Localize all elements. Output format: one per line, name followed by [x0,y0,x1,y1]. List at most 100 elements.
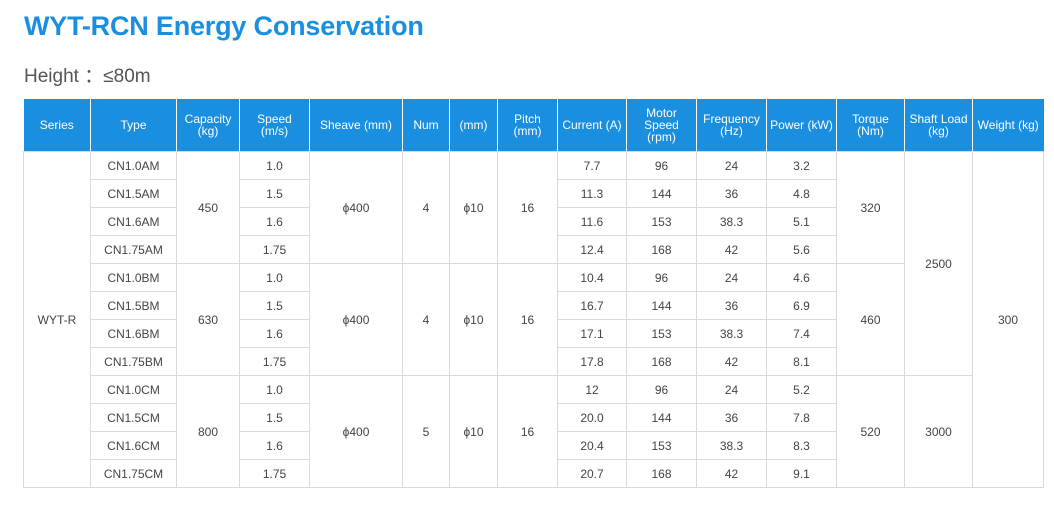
table-row: CN1.5AM 1.5 11.3 144 36 4.8 [24,179,1044,208]
table-row: CN1.75AM 1.75 12.4 168 42 5.6 [24,235,1044,264]
power-cell: 8.1 [766,347,837,376]
header-row: Series Type Capacity (kg) Speed (m/s) Shea… [23,99,1044,152]
type-cell: CN1.6AM [90,207,177,236]
rpm-cell: 96 [626,375,697,404]
header-num: Num [402,99,450,152]
type-cell: CN1.75CM [90,459,177,488]
type-cell: CN1.5CM [90,403,177,432]
header-capacity: Capacity (kg) [176,99,240,152]
speed-cell: 1.0 [239,151,310,180]
rpm-cell: 144 [626,403,697,432]
sheave-cell: ϕ400 [309,375,403,488]
current-cell: 17.8 [557,347,627,376]
type-cell: CN1.0CM [90,375,177,404]
power-cell: 6.9 [766,291,837,320]
header-rope-mm: (mm) [449,99,498,152]
torque-cell: 320 [836,151,905,264]
table-row: CN1.5CM 1.5 20.0 144 36 7.8 [24,403,1044,432]
power-cell: 5.1 [766,207,837,236]
table-row: CN1.75BM 1.75 17.8 168 42 8.1 [24,347,1044,376]
header-shaft-load: Shaft Load (kg) [904,99,973,152]
shaft-load-cell: 2500 [904,151,973,376]
frequency-cell: 38.3 [696,207,767,236]
rpm-cell: 168 [626,347,697,376]
sheave-cell: ϕ400 [309,151,403,264]
rpm-cell: 144 [626,291,697,320]
rope-cell: ϕ10 [449,263,498,376]
capacity-cell: 630 [176,263,240,376]
frequency-cell: 42 [696,347,767,376]
rpm-cell: 168 [626,459,697,488]
current-cell: 20.0 [557,403,627,432]
table-row: CN1.6AM 1.6 11.6 153 38.3 5.1 [24,207,1044,236]
current-cell: 16.7 [557,291,627,320]
speed-cell: 1.6 [239,207,310,236]
speed-cell: 1.75 [239,347,310,376]
frequency-cell: 24 [696,151,767,180]
rpm-cell: 153 [626,207,697,236]
table-row: CN1.6BM 1.6 17.1 153 38.3 7.4 [24,319,1044,348]
header-pitch: Pitch (mm) [497,99,558,152]
header-current: Current (A) [557,99,627,152]
page-title: WYT-RCN Energy Conservation [24,11,424,41]
type-cell: CN1.6CM [90,431,177,460]
type-cell: CN1.0BM [90,263,177,292]
current-cell: 10.4 [557,263,627,292]
type-cell: CN1.5BM [90,291,177,320]
header-frequency: Frequency (Hz) [696,99,767,152]
current-cell: 20.7 [557,459,627,488]
header-power: Power (kW) [766,99,837,152]
frequency-cell: 42 [696,235,767,264]
table-row: CN1.0BM 630 1.0 ϕ400 4 ϕ10 16 10.4 96 24… [24,263,1044,376]
table-row: CN1.5BM 1.5 16.7 144 36 6.9 [24,291,1044,320]
rope-cell: ϕ10 [449,151,498,264]
speed-cell: 1.6 [239,319,310,348]
power-cell: 5.2 [766,375,837,404]
table-row: WYT-R CN1.0AM 450 1.0 ϕ400 4 ϕ10 16 7.7 … [23,151,1044,488]
num-cell: 5 [402,375,450,488]
rpm-cell: 96 [626,151,697,180]
frequency-cell: 38.3 [696,319,767,348]
frequency-cell: 38.3 [696,431,767,460]
num-cell: 4 [402,263,450,376]
weight-cell: 300 [972,151,1044,488]
frequency-cell: 36 [696,403,767,432]
power-cell: 3.2 [766,151,837,180]
sheave-cell: ϕ400 [309,263,403,376]
current-cell: 12 [557,375,627,404]
rpm-cell: 144 [626,179,697,208]
pitch-cell: 16 [497,151,558,264]
current-cell: 11.6 [557,207,627,236]
frequency-cell: 42 [696,459,767,488]
frequency-cell: 24 [696,263,767,292]
rope-cell: ϕ10 [449,375,498,488]
header-weight: Weight (kg) [972,99,1044,152]
current-cell: 17.1 [557,319,627,348]
header-sheave: Sheave (mm) [309,99,403,152]
current-cell: 20.4 [557,431,627,460]
speed-cell: 1.5 [239,403,310,432]
num-cell: 4 [402,151,450,264]
type-cell: CN1.75BM [90,347,177,376]
power-cell: 4.6 [766,263,837,292]
capacity-cell: 450 [176,151,240,264]
type-cell: CN1.75AM [90,235,177,264]
speed-cell: 1.6 [239,431,310,460]
series-cell: WYT-R [23,151,91,488]
table-row: CN1.0CM 800 1.0 ϕ400 5 ϕ10 16 12 96 24 5… [24,375,1044,488]
pitch-cell: 16 [497,375,558,488]
speed-cell: 1.0 [239,375,310,404]
power-cell: 4.8 [766,179,837,208]
torque-cell: 520 [836,375,905,488]
speed-cell: 1.75 [239,235,310,264]
current-cell: 12.4 [557,235,627,264]
header-motor-speed: Motor Speed (rpm) [626,99,697,152]
header-speed: Speed (m/s) [239,99,310,152]
frequency-cell: 36 [696,291,767,320]
type-cell: CN1.0AM [90,151,177,180]
type-cell: CN1.6BM [90,319,177,348]
height-subtitle: Height ：≤80m [24,66,151,87]
spec-table: Series Type Capacity (kg) Speed (m/s) Shea… [23,99,1044,488]
frequency-cell: 24 [696,375,767,404]
header-series: Series [23,99,91,152]
